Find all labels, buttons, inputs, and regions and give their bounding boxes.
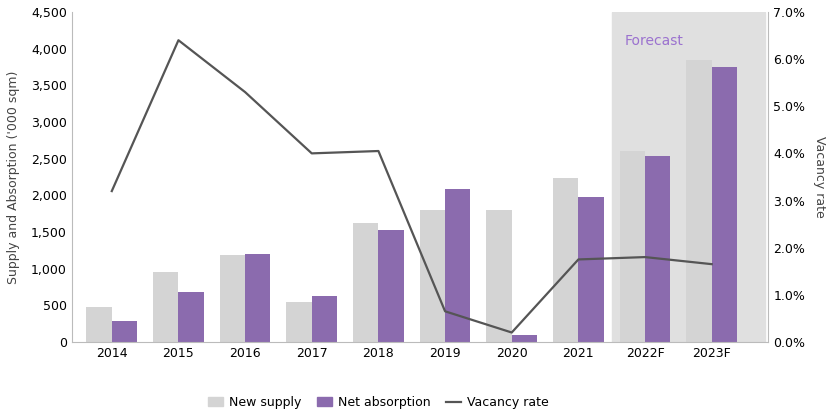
Bar: [87, 307, 112, 342]
Text: Forecast: Forecast: [625, 34, 684, 48]
Bar: [153, 272, 178, 342]
Bar: [353, 223, 378, 342]
Bar: [711, 67, 737, 342]
Bar: [620, 151, 645, 342]
Vacancy rate: [373, 148, 383, 153]
Bar: [287, 301, 312, 342]
Vacancy rate: [706, 261, 716, 266]
Vacancy rate: [573, 257, 583, 262]
Bar: [178, 292, 204, 342]
Bar: [245, 254, 271, 342]
Bar: [112, 321, 137, 342]
Bar: [486, 210, 511, 342]
Vacancy rate: [307, 151, 317, 156]
Y-axis label: Vacancy rate: Vacancy rate: [813, 136, 826, 218]
Bar: [511, 334, 537, 342]
Vacancy rate: [107, 188, 117, 193]
Bar: [220, 255, 245, 342]
Line: Vacancy rate: Vacancy rate: [112, 40, 711, 332]
Bar: [686, 60, 711, 342]
Bar: [611, 12, 765, 342]
Bar: [312, 296, 337, 342]
Vacancy rate: [440, 309, 450, 314]
Vacancy rate: [640, 255, 650, 260]
Vacancy rate: [506, 330, 516, 335]
Vacancy rate: [173, 38, 183, 43]
Bar: [578, 198, 604, 342]
Bar: [445, 188, 471, 342]
Bar: [645, 156, 671, 342]
Bar: [553, 178, 578, 342]
Vacancy rate: [240, 90, 250, 95]
Legend: New supply, Net absorption, Vacancy rate: New supply, Net absorption, Vacancy rate: [203, 391, 554, 414]
Bar: [378, 230, 404, 342]
Bar: [420, 210, 445, 342]
Y-axis label: Supply and Absorption ('000 sqm): Supply and Absorption ('000 sqm): [7, 70, 20, 284]
